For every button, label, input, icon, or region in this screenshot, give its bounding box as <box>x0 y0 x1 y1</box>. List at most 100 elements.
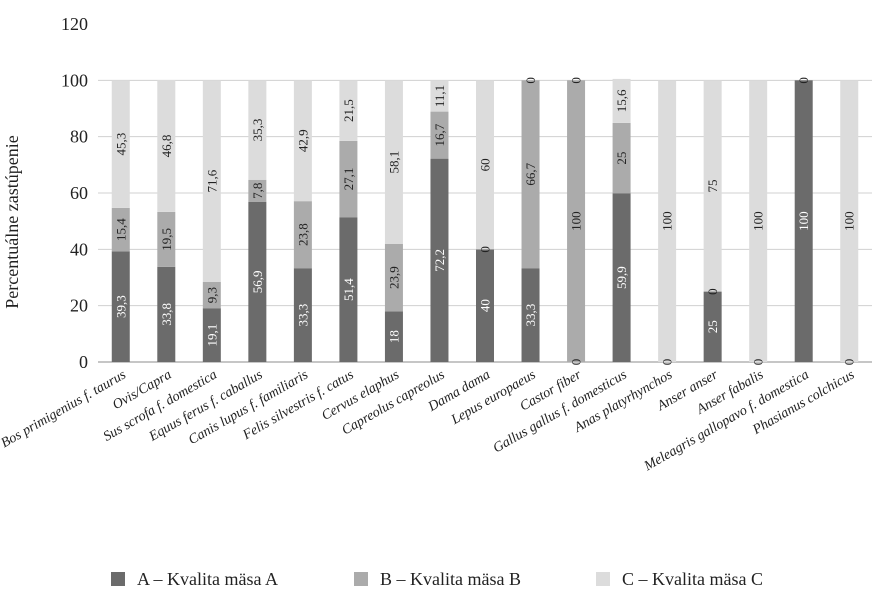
bar-segment <box>521 268 540 362</box>
bar-segment <box>612 122 631 194</box>
bar-segment <box>111 251 130 362</box>
bar-value-label: 0 <box>751 359 766 366</box>
bar-value-label: 0 <box>523 77 538 84</box>
bar-value-label: 0 <box>705 288 720 295</box>
legend-item-c: C – Kvalita mäsa C <box>596 568 763 590</box>
bar-value-label: 59,9 <box>614 266 629 289</box>
bar-value-label: 100 <box>796 211 811 231</box>
bar-value-label: 33,8 <box>159 303 174 326</box>
bar-segment <box>384 80 403 244</box>
y-tick-label: 20 <box>70 296 88 316</box>
bar-segment <box>157 266 176 362</box>
legend-label-b: B – Kvalita mäsa B <box>380 568 521 589</box>
bar-value-label: 33,3 <box>523 304 538 327</box>
y-tick-label: 60 <box>70 183 88 203</box>
y-axis-label: Percentuálne zastúpenie <box>2 135 22 308</box>
bar-value-label: 100 <box>569 211 584 231</box>
bar-segment <box>111 80 130 208</box>
legend-label-a: A – Kvalita mäsa A <box>137 568 278 589</box>
bar-segment <box>339 80 358 141</box>
bar-value-label: 0 <box>796 77 811 84</box>
legend-swatch-b <box>354 572 368 586</box>
y-tick-label: 40 <box>70 239 88 259</box>
bar-value-label: 0 <box>569 359 584 366</box>
bar-value-label: 23,8 <box>295 223 310 246</box>
bar-segment <box>749 80 768 362</box>
bar-value-label: 39,3 <box>113 295 128 318</box>
bar-value-label: 42,9 <box>295 129 310 152</box>
legend-item-a: A – Kvalita mäsa A <box>111 568 278 590</box>
bar-value-label: 25 <box>705 320 720 333</box>
bar-segment <box>430 158 449 362</box>
legend-swatch-c <box>596 572 610 586</box>
bar-segment <box>111 207 130 252</box>
bar-segment <box>157 80 176 212</box>
bar-segment <box>703 80 722 292</box>
bar-value-label: 72,2 <box>432 249 447 272</box>
bar-segment <box>248 179 267 202</box>
bar-value-label: 7,8 <box>250 183 265 199</box>
bar-segment <box>384 311 403 362</box>
bar-value-label: 0 <box>660 359 675 366</box>
bar-value-label: 40 <box>478 299 493 312</box>
bar-value-label: 15,6 <box>614 89 629 112</box>
legend-item-b: B – Kvalita mäsa B <box>354 568 521 590</box>
y-tick-label: 120 <box>61 14 88 34</box>
bar-segment <box>567 80 586 362</box>
bar-value-label: 58,1 <box>386 151 401 174</box>
bar-value-label: 75 <box>705 179 720 192</box>
bar-value-label: 19,5 <box>159 228 174 251</box>
bar-value-label: 100 <box>751 211 766 231</box>
bar-value-label: 0 <box>478 246 493 253</box>
legend-label-c: C – Kvalita mäsa C <box>622 568 763 589</box>
bar-value-label: 19,1 <box>204 324 219 347</box>
bar-value-label: 15,4 <box>113 218 128 241</box>
y-tick-label: 0 <box>79 352 88 372</box>
bar-segment <box>248 201 267 362</box>
bar-value-label: 66,7 <box>523 162 538 185</box>
bar-value-label: 71,6 <box>204 169 219 192</box>
y-tick-label: 100 <box>61 70 88 90</box>
bar-value-label: 45,3 <box>113 133 128 156</box>
bar-segment <box>384 243 403 312</box>
bar-value-labels: 39,3 15,4 45,3 33,8 19,5 46,8 19,1 9,3 71,6 56,9 7… <box>113 77 856 365</box>
bar-segment <box>157 211 176 267</box>
bar-segment <box>794 80 813 362</box>
bar-value-label: 27,1 <box>341 168 356 191</box>
bar-value-label: 16,7 <box>432 123 447 146</box>
bar-value-label: 21,5 <box>341 99 356 122</box>
legend-swatch-a <box>111 572 125 586</box>
bar-value-label: 25 <box>614 152 629 165</box>
bar-value-label: 23,9 <box>386 266 401 289</box>
bar-segment <box>612 193 631 362</box>
bar-segment <box>293 201 312 269</box>
bar-value-label: 0 <box>842 359 857 366</box>
bar-value-label: 56,9 <box>250 270 265 293</box>
bar-value-label: 60 <box>478 158 493 171</box>
bar-segment <box>521 80 540 269</box>
bar-segment <box>293 268 312 362</box>
bar-value-label: 0 <box>569 77 584 84</box>
bar-segment <box>202 80 221 283</box>
bar-segment <box>430 111 449 159</box>
bar-value-label: 11,1 <box>432 85 447 107</box>
bars <box>111 78 859 362</box>
bar-segment <box>339 217 358 362</box>
bar-segment <box>658 80 677 362</box>
bar-segment <box>339 140 358 218</box>
bar-value-label: 51,4 <box>341 278 356 301</box>
bar-segment <box>248 80 267 180</box>
bar-value-label: 33,3 <box>295 304 310 327</box>
bar-value-label: 9,3 <box>204 287 219 303</box>
legend: A – Kvalita mäsa A B – Kvalita mäsa B C … <box>0 568 872 590</box>
y-tick-label: 80 <box>70 127 88 147</box>
bar-segment <box>612 78 631 123</box>
bar-value-label: 100 <box>660 211 675 231</box>
bar-value-label: 100 <box>842 211 857 231</box>
bar-segment <box>202 282 221 309</box>
bar-segment <box>293 80 312 202</box>
bar-segment <box>476 80 494 250</box>
bar-segment <box>703 291 722 362</box>
